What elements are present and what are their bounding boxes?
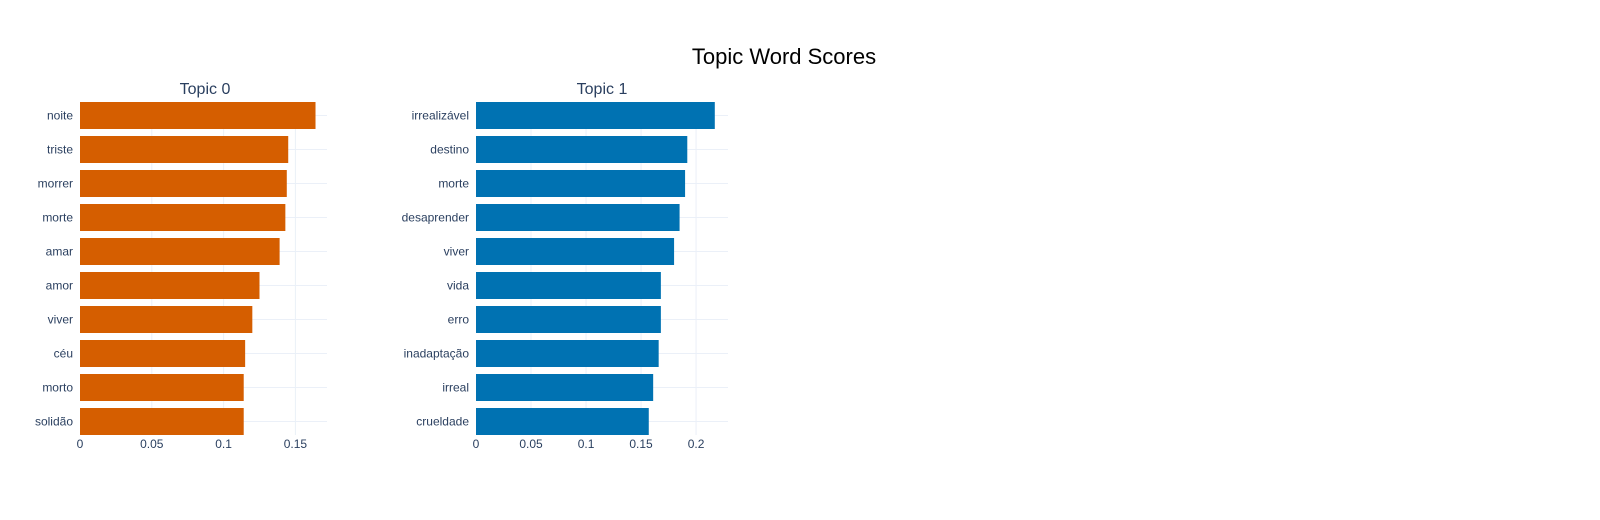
category-label: irreal	[442, 381, 469, 395]
subplot-title: Topic 0	[180, 81, 231, 98]
bar-solidão[interactable]	[80, 408, 244, 435]
category-label: inadaptação	[404, 347, 470, 361]
category-label: amar	[46, 245, 73, 259]
x-tick-label: 0	[473, 437, 480, 451]
x-tick-label: 0.15	[284, 437, 308, 451]
category-label: solidão	[35, 415, 73, 429]
category-label: crueldade	[416, 415, 469, 429]
category-label: irrealizável	[412, 109, 469, 123]
bar-céu[interactable]	[80, 340, 246, 367]
category-label: vida	[447, 279, 469, 293]
bar-inadaptação[interactable]	[476, 340, 659, 367]
bar-triste[interactable]	[80, 136, 289, 163]
category-label: desaprender	[402, 211, 469, 225]
bar-crueldade[interactable]	[476, 408, 649, 435]
bar-irreal[interactable]	[476, 374, 654, 401]
category-label: noite	[47, 109, 73, 123]
x-tick-label: 0.1	[215, 437, 232, 451]
bar-morte[interactable]	[476, 170, 686, 197]
bar-viver[interactable]	[80, 306, 253, 333]
x-tick-label: 0.05	[140, 437, 164, 451]
x-tick-label: 0.05	[519, 437, 543, 451]
category-label: morte	[438, 177, 469, 191]
category-label: morrer	[38, 177, 73, 191]
bar-morrer[interactable]	[80, 170, 287, 197]
category-label: erro	[448, 313, 470, 327]
bar-erro[interactable]	[476, 306, 661, 333]
bar-vida[interactable]	[476, 272, 661, 299]
subplot-topic-0: noite triste morrer morte amar amor viver céu mo…	[35, 81, 327, 451]
x-tick-label: 0.2	[688, 437, 705, 451]
bar-noite[interactable]	[80, 102, 316, 129]
category-label: viver	[444, 245, 469, 259]
figure-title: Topic Word Scores	[692, 44, 876, 69]
subplot-topic-1: irrealizável destino morte desaprender viver…	[402, 81, 728, 451]
category-label: morto	[42, 381, 73, 395]
category-label: céu	[54, 347, 73, 361]
bar-desaprender[interactable]	[476, 204, 680, 231]
category-label: destino	[430, 143, 469, 157]
category-label: viver	[48, 313, 73, 327]
bar-irrealizável[interactable]	[476, 102, 715, 129]
x-tick-label: 0.1	[578, 437, 595, 451]
bar-amor[interactable]	[80, 272, 260, 299]
bar-amar[interactable]	[80, 238, 280, 265]
category-label: amor	[46, 279, 73, 293]
category-label: morte	[42, 211, 73, 225]
x-tick-label: 0	[77, 437, 84, 451]
subplot-panels: noite triste morrer morte amar amor viver céu mo…	[35, 81, 728, 451]
x-tick-label: 0.15	[629, 437, 653, 451]
category-label: triste	[47, 143, 73, 157]
subplot-title: Topic 1	[577, 81, 628, 98]
bar-destino[interactable]	[476, 136, 688, 163]
bar-morto[interactable]	[80, 374, 244, 401]
bar-viver[interactable]	[476, 238, 675, 265]
bar-morte[interactable]	[80, 204, 286, 231]
